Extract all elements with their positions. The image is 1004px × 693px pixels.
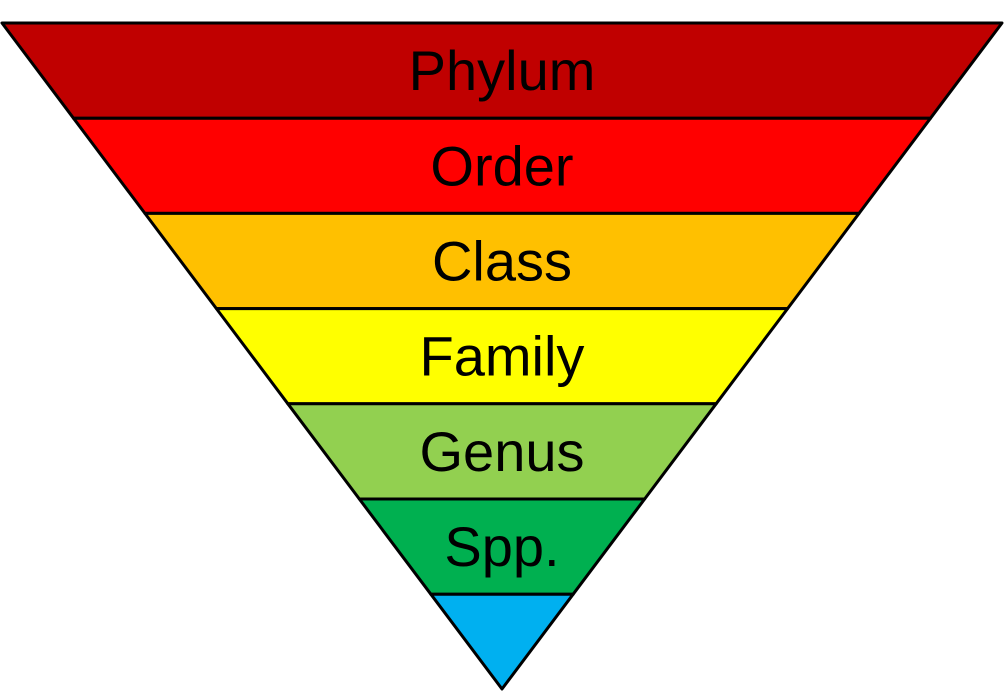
tier-label-phylum: Phylum — [409, 39, 596, 102]
tier-label-class: Class — [432, 230, 572, 293]
tier-label-genus: Genus — [420, 420, 585, 483]
tier-label-order: Order — [430, 134, 573, 197]
pyramid-labels: Phylum Order Class Family Genus Spp. — [409, 39, 596, 578]
tier-band-apex — [429, 592, 575, 691]
tier-label-spp: Spp. — [444, 515, 559, 578]
pyramid-tiers — [0, 21, 1004, 691]
tier-label-family: Family — [420, 325, 585, 388]
